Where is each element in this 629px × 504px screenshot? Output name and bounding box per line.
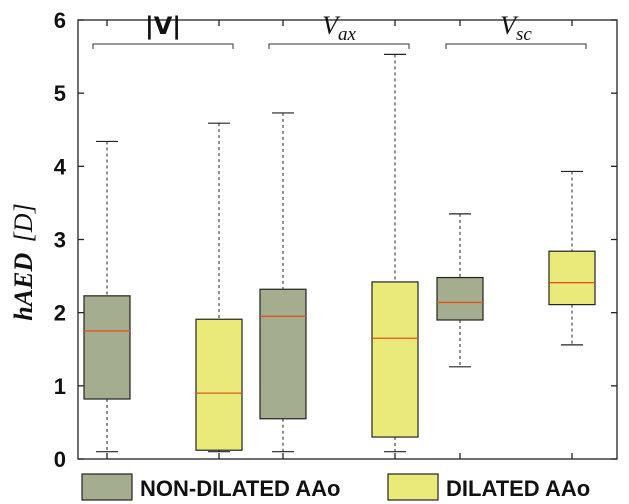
group-bracket bbox=[445, 43, 587, 49]
box-dilated-aao-group-1 bbox=[371, 53, 419, 453]
group-label: Vsc bbox=[500, 11, 532, 45]
y-tick-label: 6 bbox=[54, 8, 66, 33]
iqr-box bbox=[195, 318, 243, 451]
y-tick-label: 5 bbox=[54, 81, 66, 106]
legend-item-dilated-aao: DILATED AAo bbox=[387, 473, 590, 501]
y-tick-label: 0 bbox=[54, 447, 66, 472]
plot-frame bbox=[77, 19, 618, 460]
legend-label: DILATED AAo bbox=[446, 476, 590, 501]
boxes bbox=[83, 53, 596, 453]
box-dilated-aao-group-2 bbox=[548, 170, 596, 346]
y-axis-label-unit: [D] bbox=[9, 203, 38, 242]
group-label-subscript: ax bbox=[338, 24, 357, 45]
iqr-box bbox=[259, 288, 307, 420]
legend: NON-DILATED AAo DILATED AAo bbox=[81, 473, 590, 501]
group-brackets: |V| Vax Vsc bbox=[92, 11, 587, 49]
y-tick-label: 1 bbox=[54, 374, 66, 399]
iqr-box bbox=[548, 250, 596, 306]
y-tick-label: 4 bbox=[54, 154, 67, 179]
legend-swatch bbox=[387, 473, 439, 501]
group-bracket bbox=[92, 43, 234, 49]
iqr-box bbox=[83, 295, 131, 400]
y-axis-label: hAED [D] bbox=[9, 203, 38, 320]
iqr-box bbox=[436, 276, 484, 321]
iqr-box bbox=[371, 281, 419, 438]
legend-item-non-dilated-aao: NON-DILATED AAo bbox=[81, 473, 340, 501]
box-non-dilated-aao-group-1 bbox=[259, 112, 307, 453]
box-non-dilated-aao-group-0 bbox=[83, 140, 131, 453]
plot-border bbox=[77, 19, 618, 460]
group-label-main: V bbox=[500, 11, 519, 40]
group-label: |V| bbox=[145, 12, 181, 40]
group-label-main: V bbox=[322, 11, 341, 40]
legend-swatch bbox=[81, 473, 133, 501]
y-axis-label-main: hAED bbox=[9, 253, 38, 321]
y-tick-label: 2 bbox=[54, 301, 66, 326]
box-dilated-aao-group-0 bbox=[195, 122, 243, 453]
legend-label: NON-DILATED AAo bbox=[140, 476, 340, 501]
box-non-dilated-aao-group-2 bbox=[436, 213, 484, 368]
group-bracket bbox=[268, 43, 410, 49]
y-axis-ticks: 0 1 2 3 4 5 6 bbox=[54, 8, 617, 472]
y-tick-label: 3 bbox=[54, 228, 66, 253]
group-label: Vax bbox=[322, 11, 356, 45]
group-label-subscript: sc bbox=[516, 24, 532, 45]
